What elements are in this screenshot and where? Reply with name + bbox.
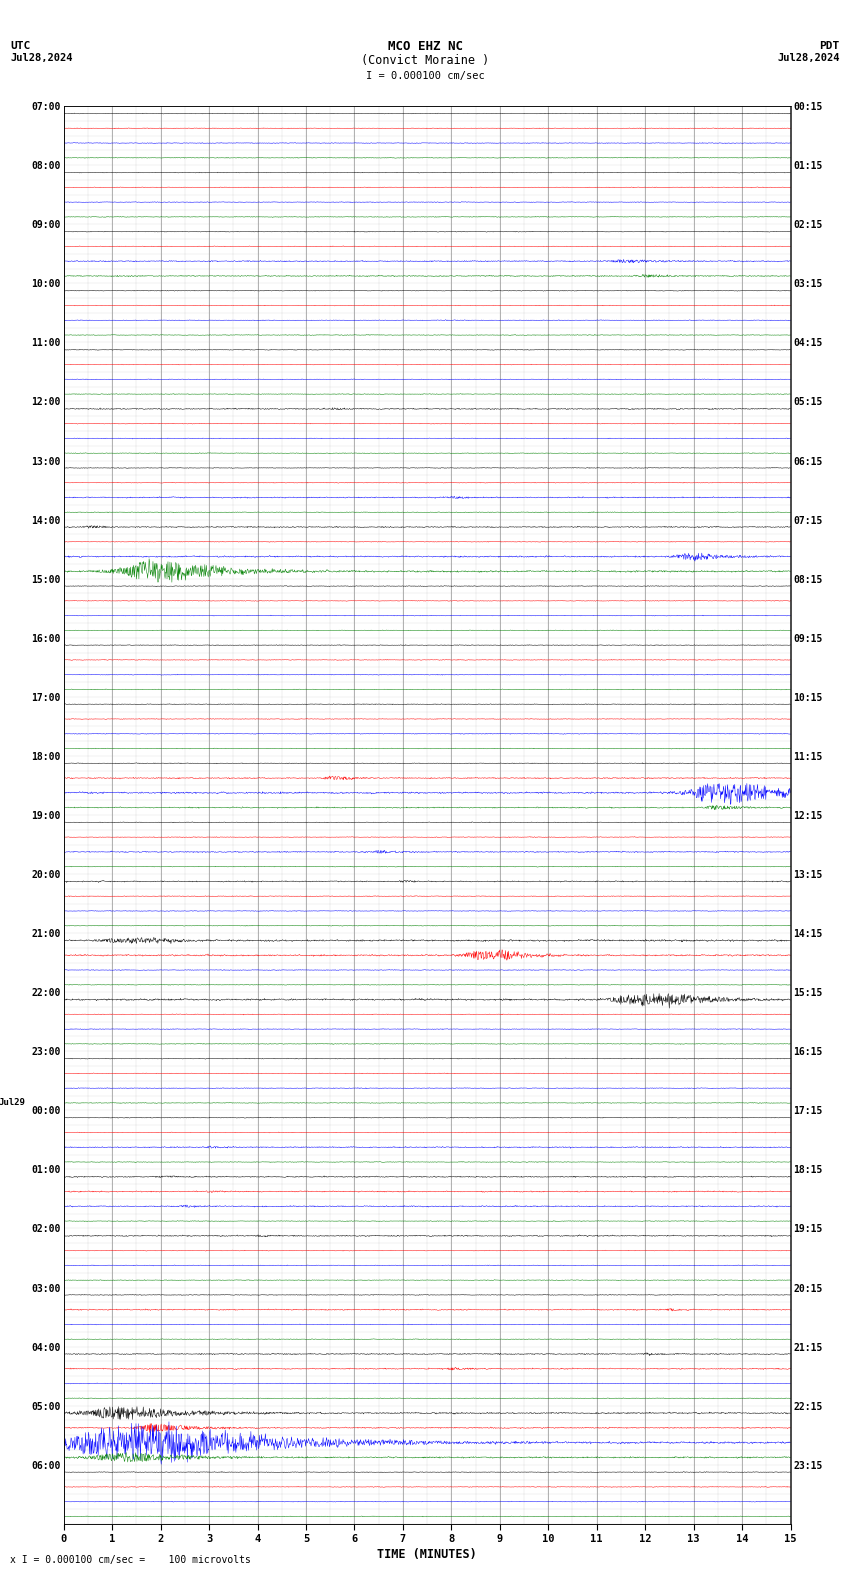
Text: PDT: PDT <box>819 41 840 51</box>
Text: I = 0.000100 cm/sec: I = 0.000100 cm/sec <box>366 71 484 81</box>
Text: x I = 0.000100 cm/sec =    100 microvolts: x I = 0.000100 cm/sec = 100 microvolts <box>10 1555 251 1565</box>
Text: Jul28,2024: Jul28,2024 <box>10 54 73 63</box>
Text: MCO EHZ NC: MCO EHZ NC <box>388 40 462 52</box>
Text: (Convict Moraine ): (Convict Moraine ) <box>361 54 489 67</box>
Text: UTC: UTC <box>10 41 31 51</box>
Text: Jul28,2024: Jul28,2024 <box>777 54 840 63</box>
X-axis label: TIME (MINUTES): TIME (MINUTES) <box>377 1549 477 1562</box>
Text: Jul29: Jul29 <box>0 1098 25 1107</box>
